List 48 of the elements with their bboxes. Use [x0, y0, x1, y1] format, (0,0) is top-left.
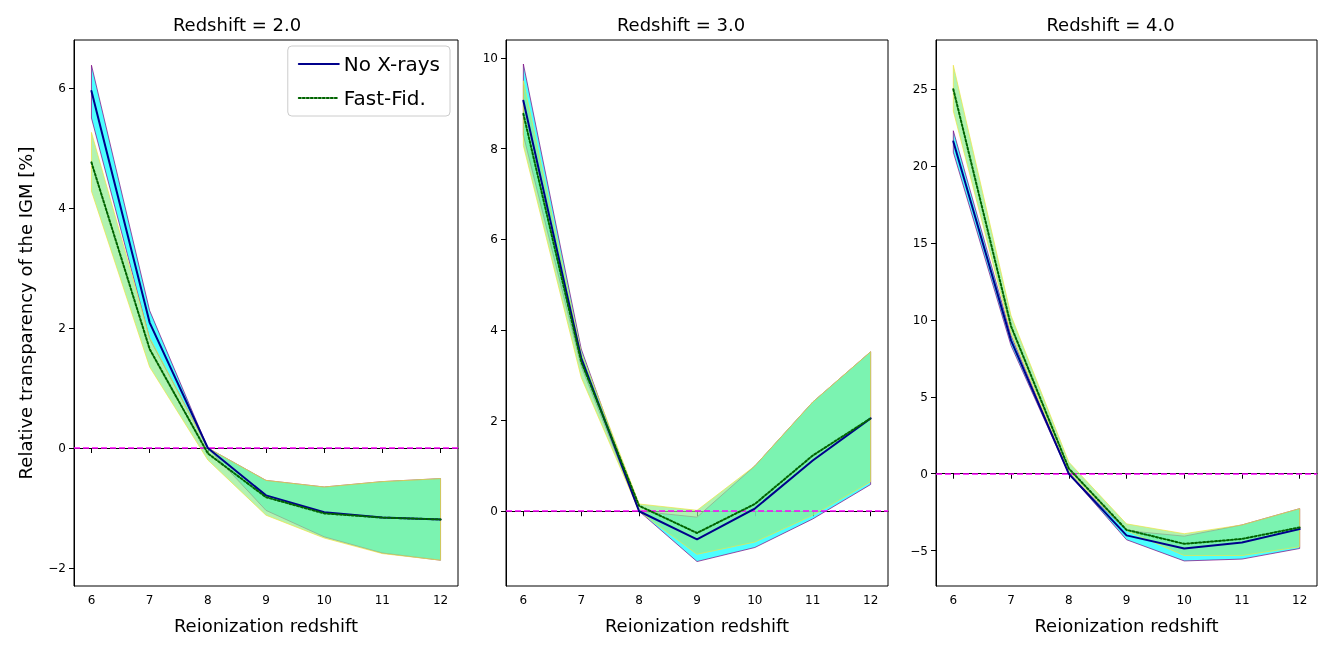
x-tick-label: 9: [1122, 593, 1131, 607]
x-tick-label: 10: [747, 593, 763, 607]
x-axis-title: Reionization redshift: [1034, 614, 1219, 636]
chart-title: Redshift = 2.0: [172, 13, 302, 35]
y-tick-label: −2: [48, 561, 66, 575]
x-tick-label: 12: [863, 593, 879, 607]
x-tick-label: 6: [949, 593, 958, 607]
x-tick-label: 6: [519, 593, 528, 607]
y-tick-label: 2: [58, 321, 66, 335]
x-tick-label: 11: [1234, 593, 1250, 607]
legend-label: No X-rays: [343, 52, 441, 76]
y-tick-label: 10: [482, 51, 498, 66]
y-tick-label: 20: [912, 159, 928, 174]
x-tick-label: 11: [805, 593, 821, 607]
y-tick-label: 5: [920, 389, 928, 404]
y-tick-label: 2: [490, 413, 498, 428]
x-tick-label: 6: [87, 593, 96, 607]
y-tick-label: 25: [912, 82, 928, 97]
x-tick-label: 10: [1176, 593, 1192, 607]
legend-label: Fast-Fid.: [343, 86, 426, 110]
y-axis-title: Relative transparency of the IGM [%]: [14, 146, 36, 480]
x-tick-label: 7: [1007, 593, 1015, 607]
y-tick-label: 10: [912, 312, 928, 327]
x-tick-label: 9: [693, 593, 701, 607]
x-tick-label: 7: [145, 593, 154, 607]
y-tick-label: 15: [912, 236, 928, 251]
x-tick-label: 8: [1064, 593, 1073, 607]
y-tick-label: 0: [920, 466, 928, 481]
x-tick-label: 8: [635, 593, 643, 607]
chart-title: Redshift = 3.0: [616, 13, 746, 35]
x-axis-title: Reionization redshift: [604, 614, 790, 636]
x-tick-label: 7: [577, 593, 586, 607]
x-axis-title: Reionization redshift: [173, 614, 359, 636]
y-tick-label: 6: [58, 81, 66, 95]
y-tick-label: 0: [58, 441, 66, 455]
y-tick-label: 6: [490, 232, 498, 247]
x-tick-label: 11: [374, 593, 390, 607]
y-tick-label: −5: [910, 543, 928, 558]
x-tick-label: 12: [1292, 593, 1308, 607]
y-tick-label: 0: [490, 504, 498, 519]
chart-title: Redshift = 4.0: [1046, 13, 1175, 35]
x-tick-label: 10: [316, 593, 332, 607]
y-tick-label: 8: [490, 141, 498, 156]
y-tick-label: 4: [58, 201, 66, 215]
x-tick-label: 8: [204, 593, 212, 607]
x-tick-label: 12: [432, 593, 449, 607]
x-tick-label: 9: [262, 593, 270, 607]
y-tick-label: 4: [490, 322, 498, 337]
